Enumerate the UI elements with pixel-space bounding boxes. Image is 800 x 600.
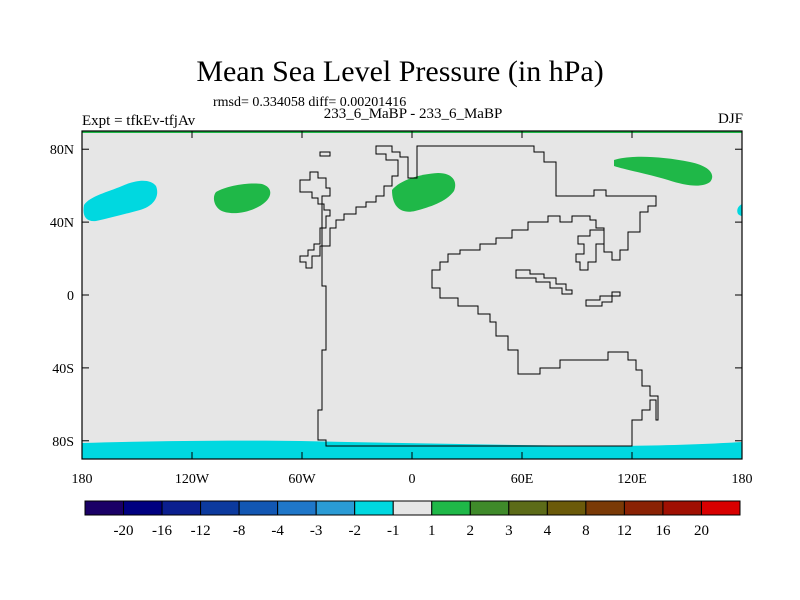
x-tick-label: 180 (72, 472, 93, 487)
green-blob-northamerica (213, 183, 271, 214)
colorbar-label: -1 (387, 523, 400, 539)
colorbar-label: -20 (114, 523, 134, 539)
axis-ticks: 180 120W 60W 0 60E 120E 180 80N 40N 0 40S 80S (50, 131, 753, 487)
colorbar-box (623, 500, 664, 516)
x-tick-label: 180 (732, 472, 753, 487)
colorbar-label: -8 (233, 523, 246, 539)
y-tick-label: 80S (52, 435, 74, 450)
colorbar-box (315, 500, 356, 516)
colorbar-box (84, 500, 125, 516)
colorbar-box (662, 500, 702, 516)
colorbar-label: 1 (428, 523, 436, 539)
cyan-band-south (82, 440, 742, 459)
colorbar-label: 12 (617, 523, 632, 539)
colorbar-box (123, 500, 163, 516)
x-tick-label: 0 (409, 472, 416, 487)
colorbar-label: 4 (544, 523, 552, 539)
green-blob-europe (392, 173, 456, 212)
colorbar-label: -4 (271, 523, 284, 539)
x-tick-label: 120E (617, 472, 647, 487)
colorbar-box (392, 500, 433, 516)
colorbar-box (700, 500, 741, 516)
green-blob-siberia (614, 156, 713, 186)
y-tick-label: 40S (52, 362, 74, 377)
colorbar-box (161, 500, 202, 516)
x-tick-label: 60E (511, 472, 534, 487)
cyan-blob-east-edge (737, 204, 742, 216)
colorbar-box (431, 500, 471, 516)
colorbar-box (238, 500, 279, 516)
colorbar-box (277, 500, 317, 516)
colorbar-label: 8 (582, 523, 590, 539)
colorbar-label: 3 (505, 523, 513, 539)
x-tick-label: 120W (175, 472, 210, 487)
stats-label: rmsd= 0.334058 diff= 0.00201416 (213, 95, 407, 110)
y-tick-label: 80N (50, 143, 74, 158)
colorbar-label: 2 (467, 523, 475, 539)
coastline-island-north (319, 151, 331, 157)
x-tick-label: 60W (288, 472, 316, 487)
plot-title: Mean Sea Level Pressure (in hPa) (196, 55, 604, 88)
colorbar-label: 16 (655, 523, 671, 539)
colorbar-label: -2 (348, 523, 361, 539)
colorbar-label: -3 (310, 523, 323, 539)
colorbar-box (508, 500, 548, 516)
coastline-island-east (585, 291, 621, 307)
colorbar-label: 20 (694, 523, 709, 539)
season-label: DJF (717, 111, 743, 127)
experiment-label: Expt = tfkEv-tfjAv (82, 113, 196, 129)
coastline-main-continent (299, 145, 659, 447)
cyan-blob-northpacific (83, 180, 158, 222)
colorbar-box (200, 500, 240, 516)
case-label: 233_6_MaBP - 233_6_MaBP (323, 106, 503, 122)
colorbar-box (469, 500, 510, 516)
colorbar-label: -12 (191, 523, 211, 539)
y-tick-label: 0 (67, 289, 74, 304)
y-tick-label: 40N (50, 216, 74, 231)
colorbar-box (354, 500, 394, 516)
colorbar-box (546, 500, 587, 516)
colorbar-box (585, 500, 625, 516)
colorbar-label: -16 (152, 523, 172, 539)
coastline-inner-sea (515, 269, 573, 295)
